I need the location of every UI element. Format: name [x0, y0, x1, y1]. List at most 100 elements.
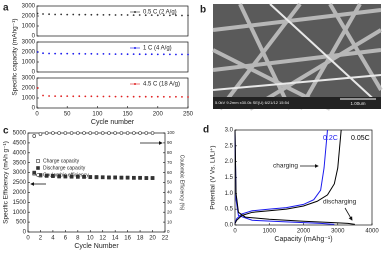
panel-label: b	[200, 5, 206, 16]
point	[96, 53, 99, 55]
y-tick-label: 0.5	[225, 207, 234, 213]
point	[108, 13, 111, 16]
point	[175, 14, 177, 17]
point	[69, 131, 74, 135]
point	[88, 175, 93, 179]
y-tick-label: 0.0	[225, 223, 234, 229]
legend-marker	[134, 47, 136, 49]
y-tick-label: 1500	[13, 200, 27, 206]
point	[96, 13, 99, 16]
point	[66, 13, 69, 16]
point	[48, 95, 50, 97]
point	[181, 53, 183, 56]
point	[126, 14, 129, 16]
x-tick-label: 200	[153, 112, 164, 118]
point	[168, 53, 171, 56]
point	[94, 131, 99, 135]
point	[84, 13, 87, 16]
x-tick-label: 0	[35, 112, 39, 118]
x-tick-label: 22	[162, 236, 169, 242]
point	[144, 14, 147, 17]
point	[150, 53, 153, 56]
point	[162, 95, 165, 98]
plot-frame	[27, 132, 166, 233]
point	[144, 53, 147, 56]
point	[150, 176, 155, 180]
point	[102, 14, 105, 16]
point	[138, 14, 141, 16]
point	[66, 52, 69, 55]
point	[138, 175, 142, 180]
legend-label: 0.2C	[323, 135, 338, 142]
x-tick-label: 4	[51, 236, 55, 242]
legend-label: 1 C (4 A/g)	[143, 46, 172, 52]
point	[48, 13, 50, 16]
point	[119, 131, 124, 135]
point	[114, 14, 117, 16]
y2-tick-label: 70	[167, 160, 173, 165]
point	[144, 131, 149, 135]
point	[76, 131, 80, 135]
y-tick-label: 1000	[13, 210, 27, 216]
y-tick-label: 0	[23, 230, 27, 236]
x-tick-label: 150	[123, 112, 134, 118]
point	[32, 134, 37, 138]
point	[168, 96, 171, 98]
legend-marker	[36, 159, 40, 163]
point	[60, 95, 63, 98]
y-tick-label: 0	[32, 34, 36, 40]
point	[48, 52, 50, 55]
x-tick-label: 0	[26, 236, 30, 242]
x-tick-label: 100	[92, 112, 103, 118]
point	[113, 131, 117, 135]
point	[42, 52, 44, 55]
y-tick-label: 0	[32, 70, 36, 76]
point	[72, 52, 75, 55]
point	[126, 95, 129, 98]
y-tick-label: 3.0	[225, 128, 234, 134]
x-tick-label: 14	[112, 236, 119, 242]
point	[96, 95, 99, 98]
point	[114, 53, 117, 55]
legend-label: 0.05C	[351, 135, 370, 142]
x-tick-label: 4000	[365, 229, 379, 235]
legend-label: Discharge capacity	[43, 165, 86, 171]
point	[36, 51, 39, 53]
plot-frame	[36, 77, 189, 109]
point	[36, 12, 39, 15]
y-axis-label: Specific capacity (mAhg⁻¹)	[12, 18, 19, 95]
point	[44, 131, 49, 135]
y2-tick-label: 50	[167, 180, 173, 185]
point	[57, 131, 61, 135]
plot-frame	[36, 41, 189, 73]
annotation: charging	[273, 163, 298, 170]
curve	[234, 129, 355, 225]
y-tick-label: 0	[32, 106, 36, 112]
point	[63, 131, 68, 135]
point	[94, 175, 99, 179]
y2-tick-label: 60	[167, 170, 173, 175]
point	[82, 174, 86, 179]
y2-tick-label: 10	[167, 219, 173, 224]
point	[187, 14, 189, 17]
legend-marker	[134, 11, 136, 13]
point	[156, 14, 159, 17]
point	[90, 13, 93, 16]
legend-marker	[36, 173, 40, 177]
point	[187, 96, 189, 98]
point	[88, 131, 93, 135]
point	[132, 131, 136, 135]
y-tick-label: 3000	[22, 40, 36, 46]
point	[138, 53, 141, 56]
point	[150, 95, 153, 98]
panel-label: c	[3, 126, 9, 137]
plot-frame	[36, 5, 189, 37]
y2-tick-label: 30	[167, 199, 173, 204]
x-tick-label: 6	[64, 236, 68, 242]
legend-marker	[134, 83, 136, 85]
y-tick-label: 3000	[22, 76, 36, 82]
x-tick-label: 20	[149, 236, 156, 242]
y-tick-label: 4000	[13, 150, 27, 156]
point	[120, 95, 123, 98]
x-tick-label: 8	[76, 236, 80, 242]
